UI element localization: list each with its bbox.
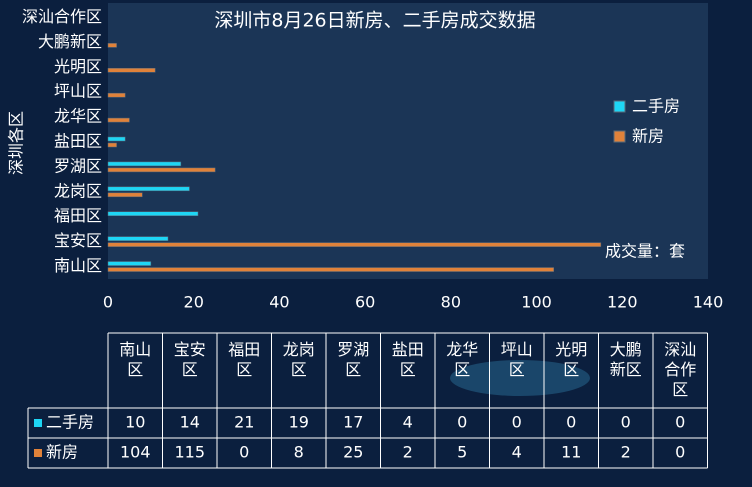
plot-area	[108, 3, 708, 279]
y-tick-label: 龙华区	[54, 107, 102, 126]
table-header: 宝安区	[174, 340, 206, 379]
legend-label: 二手房	[632, 97, 680, 116]
y-tick-label: 盐田区	[54, 132, 102, 151]
x-tick-label: 80	[441, 293, 461, 312]
x-tick-label: 120	[607, 293, 638, 312]
table-header: 罗湖区	[337, 340, 369, 379]
table-cell: 2	[403, 443, 413, 462]
table-cell: 0	[457, 413, 467, 432]
table-header: 南山区	[119, 340, 151, 379]
bar	[107, 43, 117, 48]
table-header: 深汕合作区	[664, 340, 696, 399]
bar	[107, 267, 554, 272]
table-cell: 17	[343, 413, 363, 432]
y-tick-label: 大鹏新区	[38, 32, 102, 51]
table-cell: 8	[294, 443, 304, 462]
bar	[107, 136, 126, 142]
decoration	[450, 360, 590, 396]
y-tick-label: 坪山区	[54, 82, 102, 101]
table-header: 龙岗区	[283, 340, 315, 379]
bar	[107, 167, 216, 173]
x-tick-label: 40	[269, 293, 289, 312]
bar	[107, 211, 199, 216]
table-cell: 2	[621, 443, 631, 462]
table-header: 盐田区	[392, 340, 424, 379]
table-cell: 19	[289, 413, 309, 432]
x-tick-label: 0	[103, 293, 113, 312]
table-header: 大鹏新区	[610, 340, 642, 379]
table-cell: 4	[512, 443, 522, 462]
table-cell: 4	[403, 413, 413, 432]
table-cell: 0	[675, 443, 685, 462]
x-tick-label: 100	[521, 293, 552, 312]
table-cell: 10	[125, 413, 145, 432]
bar	[107, 186, 190, 192]
y-tick-label: 南山区	[54, 256, 102, 275]
y-tick-label: 深汕合作区	[22, 7, 102, 26]
legend-swatch	[613, 100, 626, 113]
bar	[107, 242, 602, 247]
x-tick-label: 20	[184, 293, 204, 312]
table-cell: 0	[239, 443, 249, 462]
table-row-label: 二手房	[46, 413, 94, 432]
bar	[107, 236, 169, 241]
bar	[107, 192, 143, 198]
y-tick-label: 龙岗区	[54, 181, 102, 200]
table-cell: 104	[120, 443, 151, 462]
table-cell: 11	[561, 443, 581, 462]
bar	[107, 261, 152, 266]
table-cell: 5	[457, 443, 467, 462]
table-cell: 25	[343, 443, 363, 462]
chart-title: 深圳市8月26日新房、二手房成交数据	[214, 10, 535, 32]
y-tick-label: 宝安区	[54, 231, 102, 250]
table-swatch	[34, 449, 42, 457]
table-cell: 21	[234, 413, 254, 432]
table-cell: 115	[174, 443, 205, 462]
legend-swatch	[613, 130, 626, 143]
y-tick-label: 罗湖区	[54, 156, 102, 175]
bar	[107, 117, 130, 123]
bar	[107, 92, 126, 98]
table-header: 福田区	[228, 340, 260, 379]
y-tick-label: 福田区	[54, 206, 102, 225]
table-cell: 0	[675, 413, 685, 432]
bar	[107, 161, 182, 167]
x-tick-label: 140	[693, 293, 724, 312]
table-header: 坪山区	[501, 340, 533, 379]
table-header: 龙华区	[446, 340, 478, 379]
table-cell: 0	[512, 413, 522, 432]
table-header: 光明区	[555, 340, 587, 379]
table-cell: 0	[621, 413, 631, 432]
table-swatch	[34, 419, 42, 427]
bar	[107, 142, 117, 148]
table-cell: 0	[566, 413, 576, 432]
y-axis-label: 深圳各区	[7, 111, 26, 175]
unit-label: 成交量：套	[605, 242, 685, 261]
table-row-label: 新房	[46, 443, 78, 462]
table-cell: 14	[180, 413, 200, 432]
y-tick-label: 光明区	[54, 57, 102, 76]
bar	[107, 68, 156, 73]
x-tick-label: 60	[355, 293, 375, 312]
legend-label: 新房	[632, 127, 664, 146]
